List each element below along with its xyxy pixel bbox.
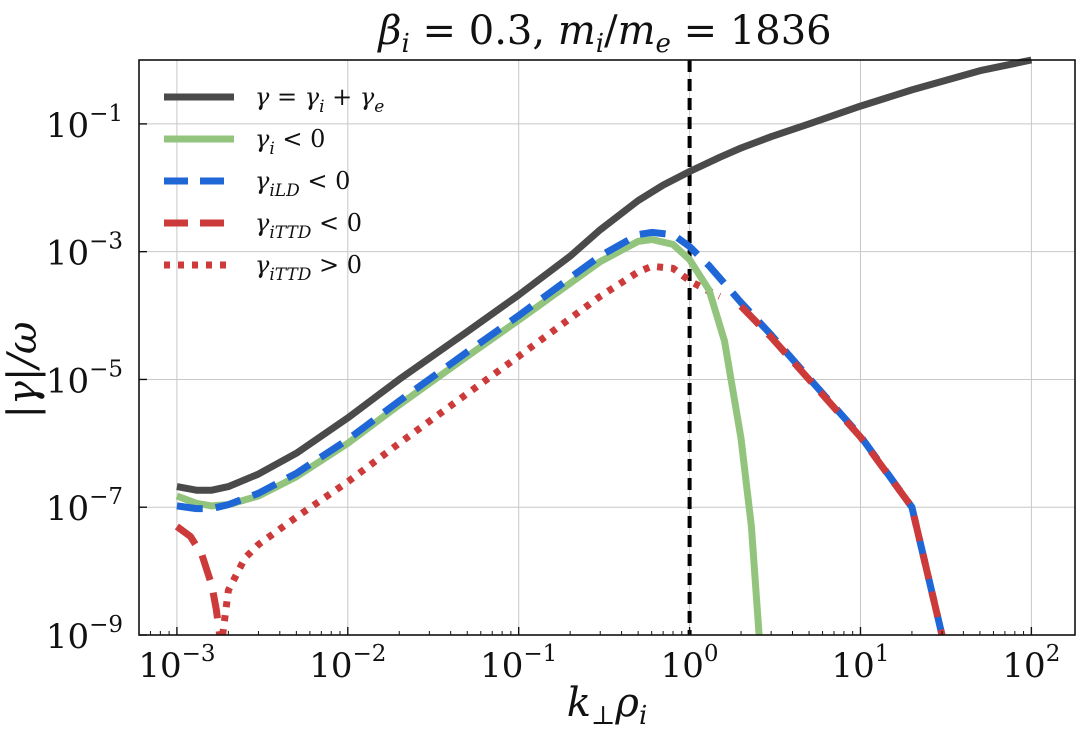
x-tick-label: 100 xyxy=(661,641,719,686)
legend-label: γi < 0 xyxy=(255,125,325,159)
y-tick-label: 10−5 xyxy=(46,356,123,401)
x-axis-label: k⊥ρi xyxy=(567,680,648,730)
x-tick-label: 10−3 xyxy=(138,641,215,686)
y-tick-label: 10−9 xyxy=(46,612,123,657)
series-line-1 xyxy=(175,236,763,636)
series-line-3-high-k xyxy=(738,303,946,636)
y-tick-label: 10−1 xyxy=(46,101,123,146)
legend-label: γ = γi + γe xyxy=(255,83,384,117)
x-tick-labels: 10−3 10−2 10−1 100 101 102 xyxy=(138,641,1060,686)
legend-label: γiTTD < 0 xyxy=(255,209,362,243)
legend-label: γiLD < 0 xyxy=(255,167,350,201)
x-tick-label: 102 xyxy=(1002,641,1060,686)
axis-ticks xyxy=(138,123,1033,636)
y-tick-labels: 10−9 10−7 10−5 10−3 10−1 xyxy=(46,101,123,657)
legend: γ = γi + γe γi < 0 γiLD < 0 γiTTD < 0 γiTTD … xyxy=(164,83,384,285)
plot-frame xyxy=(138,59,1076,636)
x-tick-label: 10−1 xyxy=(480,641,557,686)
x-tick-label: 101 xyxy=(832,641,890,686)
series-line-0 xyxy=(176,56,1033,494)
y-tick-label: 10−3 xyxy=(46,229,123,274)
chart-title: βi = 0.3, mi/me = 1836 xyxy=(376,8,831,59)
x-tick-label: 10−2 xyxy=(309,641,386,686)
series-line-3 xyxy=(174,523,224,636)
series-line-4 xyxy=(219,262,722,636)
y-tick-label: 10−7 xyxy=(46,484,123,529)
legend-label: γiTTD > 0 xyxy=(255,251,362,285)
series-lines xyxy=(174,56,1033,636)
y-axis-label: |γ|/ω xyxy=(0,322,46,419)
